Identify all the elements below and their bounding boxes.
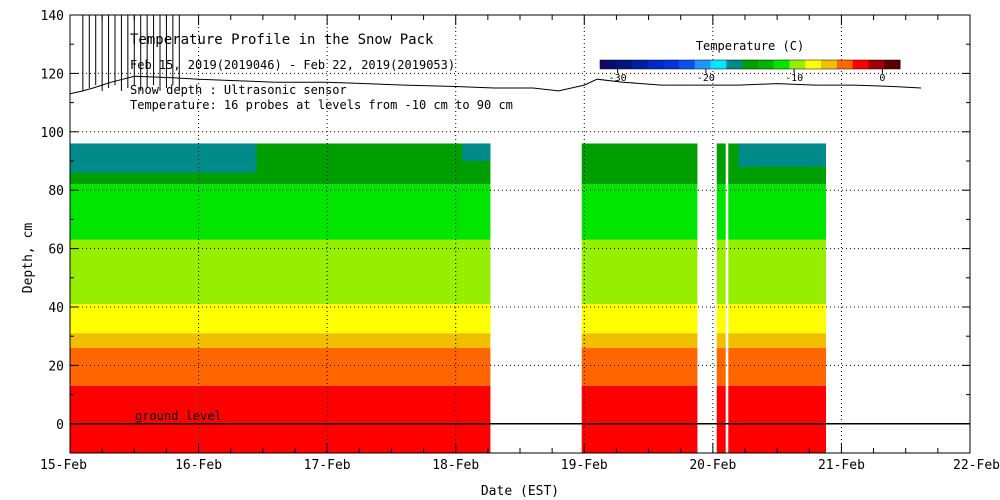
- colorbar-title: Temperature (C): [696, 39, 804, 53]
- temperature-band: [581, 304, 698, 334]
- colorbar-swatch: [678, 60, 696, 69]
- temperature-band: [70, 333, 491, 348]
- y-axis-label: Depth, cm: [21, 223, 36, 294]
- x-tick-label: 17-Feb: [304, 458, 351, 473]
- colorbar-tick-label: -10: [785, 73, 803, 84]
- colorbar-swatch: [789, 60, 806, 69]
- axes: 0 20 40 60 80 100 120 140 15-Feb 16-Feb 17-Feb 18-F…: [40, 9, 1000, 473]
- chart-subtitle-sensor: Snow depth : Ultrasonic sensor: [130, 83, 347, 97]
- x-tick-label: 15-Feb: [40, 458, 87, 473]
- temperature-band: [581, 347, 698, 386]
- colorbar-swatch: [773, 60, 790, 69]
- colorbar-swatch: [647, 60, 664, 69]
- colorbar: -30 -20 -10 0: [599, 59, 901, 84]
- colorbar-swatch: [757, 60, 775, 69]
- temperature-band: [581, 385, 698, 453]
- y-tick-label: 60: [48, 243, 64, 258]
- x-tick-label: 21-Feb: [818, 458, 865, 473]
- temperature-band: [716, 184, 726, 240]
- temperature-band: [716, 333, 726, 348]
- plot-area: [69, 15, 970, 453]
- temperature-band: [70, 385, 491, 453]
- colorbar-swatch: [726, 60, 743, 69]
- y-tick-label: 80: [48, 184, 64, 199]
- ground-level-label: ground level: [135, 409, 222, 423]
- y-tick-label: 140: [41, 9, 64, 24]
- temperature-band: [581, 333, 698, 348]
- colorbar-swatch: [742, 60, 759, 69]
- temperature-band: [728, 184, 826, 240]
- colorbar-swatch: [694, 60, 712, 69]
- temperature-band: [728, 239, 826, 305]
- temperature-band: [716, 239, 726, 305]
- y-tick-label: 120: [41, 67, 64, 82]
- colorbar-tick-label: 0: [879, 73, 885, 84]
- temperature-band: [728, 385, 826, 453]
- temperature-band: [716, 143, 726, 185]
- temperature-band: [716, 347, 726, 386]
- colorbar-swatch: [615, 60, 633, 69]
- colorbar-swatch: [631, 60, 648, 69]
- snow-depth-line: [69, 75, 922, 95]
- temperature-band: [716, 385, 726, 453]
- y-tick-label: 20: [48, 359, 64, 374]
- x-tick-label: 20-Feb: [689, 458, 736, 473]
- colorbar-swatch: [836, 60, 854, 69]
- temperature-band: [728, 347, 826, 386]
- temperature-band: [70, 184, 491, 240]
- cold-patch: [70, 143, 257, 173]
- temperature-band: [728, 304, 826, 334]
- temperature-band: [581, 239, 698, 305]
- x-tick-label: 16-Feb: [175, 458, 222, 473]
- chart-subtitle-probes: Temperature: 16 probes at levels from -1…: [130, 98, 513, 112]
- x-tick-label: 19-Feb: [561, 458, 608, 473]
- colorbar-swatch: [600, 60, 617, 69]
- temperature-band: [716, 304, 726, 334]
- colorbar-swatch: [852, 60, 869, 69]
- colorbar-swatch: [868, 60, 885, 69]
- colorbar-swatch: [805, 60, 822, 69]
- colorbar-swatch: [821, 60, 838, 69]
- colorbar-tick-label: -20: [697, 73, 715, 84]
- colorbar-swatch: [663, 60, 680, 69]
- temperature-band: [728, 333, 826, 348]
- chart-subtitle-range: Feb 15, 2019(2019046) - Feb 22, 2019(201…: [130, 58, 455, 72]
- x-tick-label: 18-Feb: [432, 458, 479, 473]
- chart-title: Temperature Profile in the Snow Pack: [130, 32, 434, 48]
- y-tick-label: 40: [48, 301, 64, 316]
- temperature-band: [70, 347, 491, 386]
- temperature-band: [70, 304, 491, 334]
- x-tick-label: 22-Feb: [953, 458, 1000, 473]
- chart-text: Temperature Profile in the Snow Pack Feb…: [21, 32, 804, 499]
- y-tick-label: 0: [56, 418, 64, 433]
- temperature-band: [70, 239, 491, 305]
- colorbar-tick-label: -30: [609, 73, 627, 84]
- colorbar-swatch: [710, 60, 727, 69]
- cold-patch: [738, 143, 826, 167]
- temperature-band: [581, 184, 698, 240]
- x-axis-label: Date (EST): [481, 484, 559, 499]
- colorbar-swatch: [884, 60, 901, 69]
- cold-patch: [462, 143, 491, 161]
- y-tick-label: 100: [41, 126, 64, 141]
- colorbar-frame: [599, 59, 901, 70]
- temperature-band: [581, 143, 698, 185]
